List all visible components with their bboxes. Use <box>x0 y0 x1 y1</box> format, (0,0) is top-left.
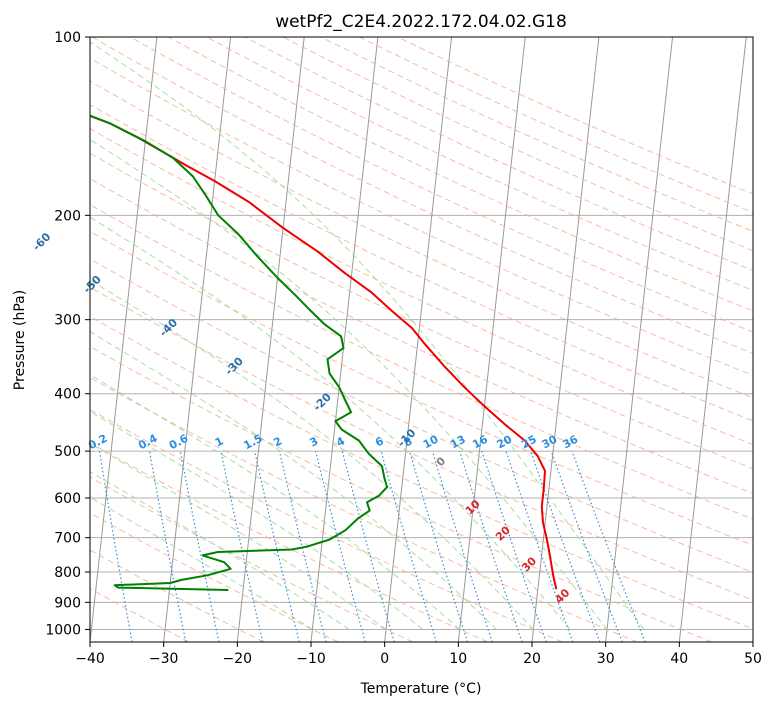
y-tick-label: 900 <box>54 595 81 611</box>
dry-adiabat-line <box>90 476 414 642</box>
x-tick-label: 30 <box>597 651 615 667</box>
y-tick-label: 200 <box>54 208 81 224</box>
isotherm-line <box>384 37 453 642</box>
moist-adiabat-line <box>90 279 534 630</box>
y-axis-label: Pressure (hPa) <box>12 290 28 390</box>
dry-adiabat-line <box>90 512 339 642</box>
moist-adiabat-line <box>90 471 350 630</box>
dry-adiabat-line <box>90 258 753 573</box>
x-tick-label: 40 <box>670 651 688 667</box>
mixing-ratio-line <box>278 450 327 642</box>
isotherm-line <box>605 37 674 642</box>
dry-adiabat-line <box>90 376 638 642</box>
isotherm-line <box>457 37 526 642</box>
dry-adiabat-line <box>90 549 264 642</box>
mixing-ratio-line <box>220 450 264 642</box>
mixing-ratio-line <box>459 450 523 642</box>
y-tick-label: 1000 <box>45 622 81 638</box>
x-tick-label: 50 <box>744 651 762 667</box>
y-tick-label: 300 <box>54 313 81 329</box>
mixing-ratio-label: 16 <box>470 433 490 452</box>
x-tick-label: −20 <box>223 651 253 667</box>
mixing-ratio-line <box>550 450 623 642</box>
isotherm-line <box>678 37 747 642</box>
plot-frame <box>89 36 754 643</box>
dry-adiabat-line <box>91 37 753 354</box>
moist-adiabat-line <box>90 216 571 630</box>
mixing-ratio-line <box>254 450 300 642</box>
isotherm-line <box>90 37 158 642</box>
mixing-ratio-line <box>148 450 187 642</box>
moist-adiabat-line <box>90 138 608 630</box>
mixing-ratio-label: 30 <box>540 433 560 452</box>
mixing-ratio-line <box>179 450 220 642</box>
x-tick-label: −40 <box>75 651 105 667</box>
dewpoint-profile-line <box>90 114 389 591</box>
x-tick-label: −10 <box>296 651 326 667</box>
isotherm-line <box>163 37 232 642</box>
dry-adiabat-line <box>90 315 753 630</box>
chart-title: wetPf2_C2E4.2022.172.04.02.G18 <box>275 12 567 32</box>
dry-adiabat-line <box>206 37 753 292</box>
mixing-ratio-line <box>431 450 493 642</box>
isotherm-line <box>236 37 305 642</box>
y-tick-label: 400 <box>54 387 81 403</box>
axis-ticks: −40 −30 −20 −10 0 10 20 30 40 50 100 200 300 400 500 60… <box>45 30 762 667</box>
dry-adiabat-line <box>90 442 488 642</box>
mixing-ratio-label: 25 <box>519 433 539 452</box>
mixing-ratio-line <box>505 450 574 642</box>
moist-adiabat-line <box>90 374 461 630</box>
dry-adiabat-line <box>90 152 753 470</box>
dry-adiabat-line <box>90 409 563 642</box>
mixing-ratio-label: 36 <box>561 433 581 452</box>
x-tick-label: −30 <box>149 651 179 667</box>
moist-adiabat-line <box>90 442 387 630</box>
y-tick-label: 100 <box>54 30 81 46</box>
y-tick-label: 800 <box>54 565 81 581</box>
mixing-ratio-label: 10 <box>421 433 441 452</box>
mixing-ratio-line <box>341 450 395 642</box>
x-tick-label: 0 <box>380 651 389 667</box>
mixing-ratio-line <box>380 450 437 642</box>
mixing-ratio-line <box>481 450 547 642</box>
x-tick-label: 10 <box>449 651 467 667</box>
profile-lines <box>90 114 558 591</box>
mixing-ratio-line <box>315 450 366 642</box>
y-tick-label: 600 <box>54 491 81 507</box>
dry-adiabat-line <box>130 37 753 333</box>
x-tick-label: 20 <box>523 651 541 667</box>
dry-adiabat-line <box>90 345 712 642</box>
mixing-ratio-line <box>530 450 601 642</box>
mixing-ratio-line <box>571 450 646 642</box>
moist-adiabat-line <box>90 41 645 630</box>
mixing-ratio-label: 20 <box>495 433 515 452</box>
x-axis-label: Temperature (°C) <box>360 681 482 697</box>
mixing-ratio-label: 13 <box>448 433 468 452</box>
y-tick-label: 500 <box>54 444 81 460</box>
dry-adiabat-line <box>90 80 753 399</box>
dry-adiabat-line <box>90 103 753 422</box>
moist-adiabat-line <box>90 330 497 630</box>
background-lines <box>90 37 753 642</box>
moist-adiabat-line <box>90 410 424 630</box>
y-tick-label: 700 <box>54 531 81 547</box>
mixing-ratio-line <box>409 450 469 642</box>
